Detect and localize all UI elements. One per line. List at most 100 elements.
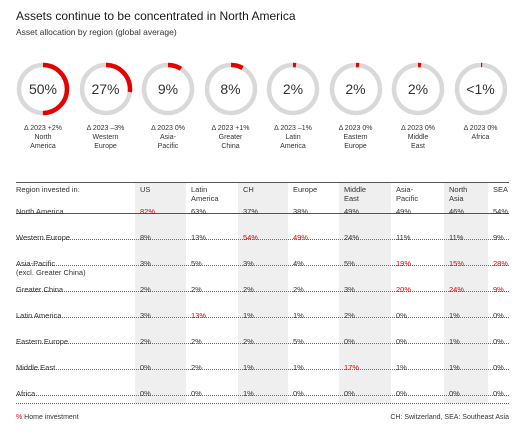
table-rule bbox=[16, 369, 509, 370]
donut-arc bbox=[16, 62, 70, 116]
table-cell: 46% bbox=[449, 207, 465, 216]
table-cell: 1% bbox=[449, 311, 460, 320]
donut-region-line2: Europe bbox=[94, 143, 117, 150]
table-cell: 0% bbox=[396, 337, 407, 346]
row-label: Asia-Pacific bbox=[16, 259, 56, 268]
table-cell: 49% bbox=[396, 207, 412, 216]
donut-region-line2: America bbox=[280, 143, 306, 150]
table-cell: 2% bbox=[243, 337, 254, 346]
column-header: CH bbox=[243, 185, 254, 194]
donut-ring bbox=[141, 62, 195, 116]
donut-change: Δ 2023 +1% bbox=[211, 125, 250, 132]
donut-ring bbox=[329, 62, 382, 116]
donut-caption: Δ 2023 0% Middle East bbox=[386, 124, 450, 151]
column-header: Europe bbox=[293, 185, 318, 194]
donut-ring bbox=[16, 62, 70, 116]
donut-value: 50% bbox=[28, 81, 58, 97]
table-cell: 11% bbox=[449, 233, 464, 242]
table-cell: 15% bbox=[449, 259, 465, 268]
donut-change: Δ 2023 0% bbox=[401, 125, 435, 132]
page-title: Assets continue to be concentrated in No… bbox=[16, 9, 296, 23]
table-rule bbox=[16, 317, 509, 318]
table-rule bbox=[16, 343, 509, 344]
footnote-abbreviations: CH: Switzerland, SEA: Southeast Asia bbox=[390, 414, 509, 421]
table-cell: 0% bbox=[140, 363, 151, 372]
table-cell: 2% bbox=[344, 311, 355, 320]
table-cell: 1% bbox=[243, 363, 254, 372]
column-header: US bbox=[140, 185, 151, 194]
table-cell: 9% bbox=[493, 285, 504, 294]
row-label: Middle East bbox=[16, 363, 56, 372]
table-rule bbox=[16, 182, 509, 183]
table-cell: 1% bbox=[396, 363, 407, 372]
donut-arc bbox=[204, 62, 257, 116]
table-cell: 2% bbox=[243, 285, 254, 294]
table-corner-header: Region invested in: bbox=[16, 185, 80, 194]
table-cell: 9% bbox=[493, 233, 504, 242]
column-header: America bbox=[191, 194, 219, 203]
donut-value: 2% bbox=[345, 81, 366, 97]
donut-5: 2% bbox=[328, 61, 384, 117]
table-cell: 5% bbox=[293, 337, 304, 346]
donut-value: 2% bbox=[407, 81, 429, 97]
table-cell: 13% bbox=[191, 233, 207, 242]
table-cell: 2% bbox=[191, 285, 202, 294]
donut-caption: Δ 2023 +1% Greater China bbox=[199, 124, 263, 151]
table-cell: 63% bbox=[191, 207, 207, 216]
footnote-text: Home investment bbox=[22, 414, 79, 421]
row-label: Western Europe bbox=[16, 233, 71, 242]
table-cell: 3% bbox=[243, 259, 254, 268]
donut-arc bbox=[79, 62, 132, 116]
donut-ring bbox=[391, 62, 445, 116]
table-cell: 0% bbox=[344, 389, 355, 398]
table-rule bbox=[16, 291, 509, 292]
table-cell: 0% bbox=[344, 337, 355, 346]
donut-arc bbox=[141, 62, 195, 116]
row-label: Eastern Europe bbox=[16, 337, 69, 346]
donut-ring bbox=[204, 62, 257, 116]
donut-change: Δ 2023 0% bbox=[463, 125, 498, 132]
page-subtitle: Asset allocation by region (global avera… bbox=[16, 27, 177, 37]
table-cell: 49% bbox=[293, 233, 309, 242]
donut-change: Δ 2023 0% bbox=[338, 125, 373, 132]
donut-region-line1: Middle bbox=[407, 134, 429, 141]
column-header: Pacific bbox=[396, 194, 419, 203]
table-cell: 1% bbox=[449, 363, 460, 372]
table-cell: 20% bbox=[396, 285, 412, 294]
column-band bbox=[238, 182, 288, 403]
table-cell: 5% bbox=[344, 259, 355, 268]
table-cell: 11% bbox=[396, 233, 411, 242]
donut-change: Δ 2023 +2% bbox=[24, 125, 62, 132]
table-cell: 3% bbox=[140, 311, 151, 320]
donut-value: 9% bbox=[157, 81, 179, 97]
donut-2: 9% bbox=[140, 61, 196, 117]
donut-region-line2: Europe bbox=[344, 143, 367, 150]
column-header: SEA bbox=[493, 185, 509, 194]
column-band bbox=[444, 182, 488, 403]
donut-region-line1: Western bbox=[92, 134, 119, 141]
table-cell: 1% bbox=[243, 311, 254, 320]
footnote-home-investment: % Home investment bbox=[16, 414, 79, 421]
donut-region-line2: America bbox=[30, 143, 56, 150]
donut-region-line1: Latin bbox=[285, 134, 301, 141]
row-label: Africa bbox=[16, 389, 36, 398]
table-cell: 0% bbox=[396, 389, 407, 398]
table-cell: 28% bbox=[493, 259, 509, 268]
column-header: Asia- bbox=[396, 185, 414, 194]
table-cell: 2% bbox=[191, 337, 202, 346]
donut-arc bbox=[454, 62, 507, 116]
table-cell: 49% bbox=[344, 207, 360, 216]
table-cell: 2% bbox=[140, 285, 151, 294]
donut-region-line1: Africa bbox=[471, 134, 490, 141]
column-header: East bbox=[344, 194, 360, 203]
table-cell: 13% bbox=[191, 311, 207, 320]
donut-caption: Δ 2023 +2% North America bbox=[11, 124, 75, 151]
donut-caption: Δ 2023 0% Africa bbox=[449, 124, 513, 142]
table-cell: 54% bbox=[243, 233, 259, 242]
donut-arc bbox=[391, 62, 445, 116]
table-cell: 0% bbox=[493, 311, 504, 320]
table-cell: 1% bbox=[243, 389, 254, 398]
column-band bbox=[339, 182, 391, 403]
donut-caption: Δ 2023 0% Eastern Europe bbox=[324, 124, 388, 151]
column-band bbox=[135, 182, 186, 403]
